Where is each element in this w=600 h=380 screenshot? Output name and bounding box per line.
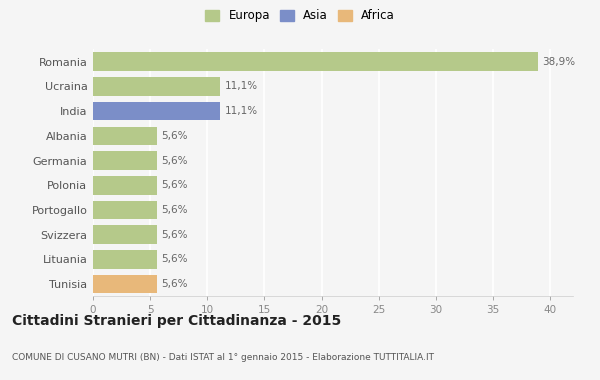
Bar	[93, 275, 157, 293]
Text: 5,6%: 5,6%	[161, 279, 188, 289]
Text: Cittadini Stranieri per Cittadinanza - 2015: Cittadini Stranieri per Cittadinanza - 2…	[12, 314, 341, 328]
Text: 5,6%: 5,6%	[161, 230, 188, 240]
Text: 11,1%: 11,1%	[224, 81, 257, 92]
Text: 38,9%: 38,9%	[542, 57, 575, 67]
Bar	[93, 250, 157, 269]
Bar	[93, 151, 157, 170]
Legend: Europa, Asia, Africa: Europa, Asia, Africa	[202, 6, 398, 26]
Bar	[93, 127, 157, 145]
Text: 5,6%: 5,6%	[161, 180, 188, 190]
Bar	[93, 77, 220, 96]
Bar	[93, 176, 157, 195]
Bar	[93, 201, 157, 219]
Text: 5,6%: 5,6%	[161, 155, 188, 166]
Bar	[93, 52, 538, 71]
Bar	[93, 225, 157, 244]
Bar	[93, 102, 220, 120]
Text: 5,6%: 5,6%	[161, 254, 188, 264]
Text: COMUNE DI CUSANO MUTRI (BN) - Dati ISTAT al 1° gennaio 2015 - Elaborazione TUTTI: COMUNE DI CUSANO MUTRI (BN) - Dati ISTAT…	[12, 353, 434, 363]
Text: 11,1%: 11,1%	[224, 106, 257, 116]
Text: 5,6%: 5,6%	[161, 205, 188, 215]
Text: 5,6%: 5,6%	[161, 131, 188, 141]
